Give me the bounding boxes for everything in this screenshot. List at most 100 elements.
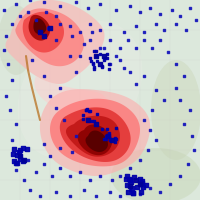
Point bbox=[99, 52, 102, 55]
Polygon shape bbox=[33, 18, 46, 34]
Point bbox=[82, 114, 85, 117]
Point bbox=[114, 8, 118, 12]
Point bbox=[118, 46, 122, 50]
Point bbox=[48, 154, 52, 158]
Point bbox=[2, 48, 6, 52]
Point bbox=[132, 192, 135, 195]
Point bbox=[142, 118, 146, 122]
Point bbox=[174, 86, 178, 90]
Point bbox=[68, 54, 72, 58]
Point bbox=[10, 22, 14, 26]
Point bbox=[54, 190, 58, 194]
Point bbox=[184, 28, 188, 32]
Point bbox=[81, 118, 84, 121]
Point bbox=[38, 30, 42, 34]
Point bbox=[113, 140, 117, 144]
Point bbox=[154, 22, 158, 26]
Point bbox=[12, 147, 16, 151]
Point bbox=[42, 34, 46, 38]
Point bbox=[115, 137, 118, 140]
Point bbox=[168, 182, 172, 186]
Ellipse shape bbox=[151, 60, 200, 160]
Point bbox=[70, 34, 74, 38]
Point bbox=[68, 194, 72, 198]
Point bbox=[14, 122, 18, 126]
Point bbox=[146, 148, 150, 152]
Point bbox=[87, 110, 90, 113]
Point bbox=[14, 168, 18, 172]
Point bbox=[42, 0, 46, 4]
Point bbox=[135, 186, 138, 189]
Point bbox=[90, 59, 93, 62]
Point bbox=[48, 94, 52, 98]
Point bbox=[84, 108, 88, 112]
Point bbox=[148, 128, 152, 132]
Point bbox=[188, 108, 192, 112]
Point bbox=[109, 138, 112, 142]
Point bbox=[89, 57, 92, 60]
Point bbox=[22, 158, 26, 162]
Point bbox=[100, 64, 104, 68]
Point bbox=[42, 74, 46, 78]
Point bbox=[150, 46, 154, 50]
Point bbox=[90, 30, 94, 34]
Point bbox=[128, 178, 132, 181]
Point bbox=[92, 119, 96, 123]
Point bbox=[98, 174, 102, 178]
Point bbox=[58, 166, 62, 170]
Point bbox=[188, 6, 192, 10]
Ellipse shape bbox=[111, 148, 200, 200]
Point bbox=[139, 183, 142, 186]
Point bbox=[102, 46, 106, 50]
Point bbox=[108, 62, 112, 66]
Point bbox=[92, 61, 95, 64]
Point bbox=[158, 38, 162, 42]
Point bbox=[138, 10, 142, 14]
Point bbox=[162, 28, 166, 32]
Point bbox=[98, 2, 102, 6]
Point bbox=[89, 109, 92, 113]
Polygon shape bbox=[78, 124, 112, 155]
Point bbox=[130, 186, 133, 189]
Point bbox=[88, 38, 92, 42]
Point bbox=[25, 148, 28, 151]
Ellipse shape bbox=[0, 5, 34, 75]
Point bbox=[4, 94, 8, 98]
Point bbox=[86, 118, 90, 122]
Point bbox=[140, 190, 143, 193]
Point bbox=[85, 108, 89, 111]
Point bbox=[82, 188, 86, 192]
Point bbox=[38, 194, 42, 198]
Point bbox=[105, 56, 108, 59]
Point bbox=[6, 62, 10, 66]
Point bbox=[62, 118, 66, 122]
Point bbox=[15, 161, 18, 164]
Point bbox=[178, 14, 182, 18]
Point bbox=[100, 66, 104, 69]
Point bbox=[105, 127, 109, 131]
Point bbox=[126, 175, 129, 178]
Point bbox=[158, 12, 162, 16]
Ellipse shape bbox=[18, 21, 142, 159]
Point bbox=[170, 8, 174, 12]
Point bbox=[178, 98, 182, 102]
Polygon shape bbox=[40, 89, 150, 176]
Point bbox=[104, 134, 107, 137]
Point bbox=[166, 50, 170, 54]
Point bbox=[113, 137, 117, 140]
Point bbox=[28, 188, 32, 192]
Point bbox=[82, 42, 86, 46]
Point bbox=[128, 166, 132, 170]
Point bbox=[134, 24, 138, 28]
Point bbox=[58, 22, 62, 26]
Point bbox=[108, 67, 111, 71]
Point bbox=[48, 26, 52, 30]
Point bbox=[92, 67, 95, 70]
Point bbox=[192, 148, 196, 152]
Point bbox=[26, 10, 30, 14]
Point bbox=[134, 178, 138, 182]
Point bbox=[54, 38, 58, 42]
Point bbox=[21, 159, 24, 162]
Point bbox=[101, 127, 104, 130]
Point bbox=[28, 0, 32, 2]
